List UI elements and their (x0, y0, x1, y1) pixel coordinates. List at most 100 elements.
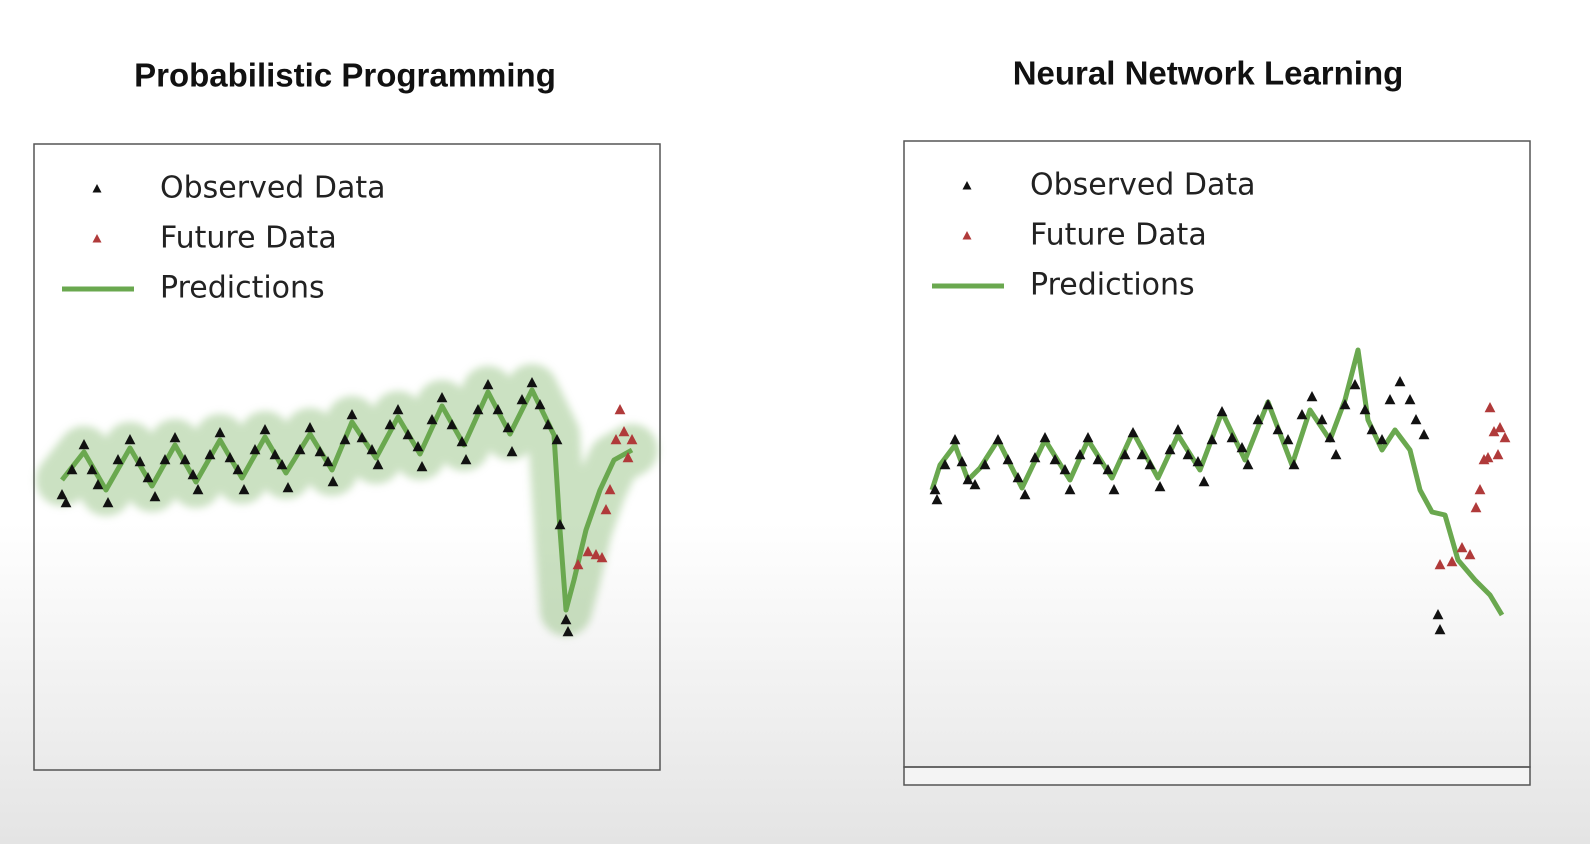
data-point (534, 399, 546, 410)
data-point (949, 434, 961, 445)
data-point (1059, 464, 1071, 475)
data-point (1499, 432, 1511, 443)
legend-label: Future Data (1030, 218, 1207, 253)
data-point (472, 404, 484, 415)
plot-frame (903, 140, 1531, 768)
data-point (1029, 452, 1041, 463)
legend-swatch (92, 184, 102, 193)
data-point (1226, 432, 1238, 443)
data-point (192, 484, 204, 495)
data-point (86, 464, 98, 475)
data-point (1172, 424, 1184, 435)
legend-swatch (92, 234, 102, 243)
data-point (1492, 449, 1504, 460)
prediction-line (60, 387, 634, 613)
chart-title: Probabilistic Programming (134, 57, 556, 94)
legend-swatch (962, 231, 972, 240)
data-point (214, 427, 226, 438)
data-point (372, 459, 384, 470)
data-point (1394, 376, 1406, 387)
data-point (562, 626, 574, 637)
data-point (159, 454, 171, 465)
data-point (626, 434, 638, 445)
data-point (384, 419, 396, 430)
data-point (1198, 476, 1210, 487)
data-point (346, 409, 358, 420)
frame-footer (903, 766, 1531, 786)
data-point (1349, 379, 1361, 390)
data-point (1376, 434, 1388, 445)
data-point (142, 472, 154, 483)
data-point (969, 479, 981, 490)
data-point (112, 454, 124, 465)
data-point (1019, 489, 1031, 500)
data-point (962, 474, 974, 485)
data-point (1252, 414, 1264, 425)
data-point (204, 449, 216, 460)
data-point (416, 461, 428, 472)
data-point (1082, 432, 1094, 443)
data-point (1182, 449, 1194, 460)
data-point (506, 446, 518, 457)
data-point (931, 494, 943, 505)
data-point (327, 476, 339, 487)
data-point (979, 459, 991, 470)
data-point (1012, 472, 1024, 483)
data-point (60, 497, 72, 508)
data-point (456, 436, 468, 447)
data-point (1359, 404, 1371, 415)
data-point (1464, 549, 1476, 560)
data-point (224, 452, 236, 463)
data-point (939, 459, 951, 470)
data-point (56, 489, 68, 500)
data-point (526, 377, 538, 388)
data-point (1206, 434, 1218, 445)
data-point (590, 549, 602, 560)
data-point (232, 464, 244, 475)
data-point (618, 426, 630, 437)
data-point (1102, 464, 1114, 475)
data-point (1262, 399, 1274, 410)
data-point (560, 614, 572, 625)
legend-swatch (962, 181, 972, 190)
data-point (596, 552, 608, 563)
data-point (572, 559, 584, 570)
data-point (446, 419, 458, 430)
data-point (1434, 559, 1446, 570)
data-point (169, 432, 181, 443)
data-point (66, 464, 78, 475)
data-point (554, 519, 566, 530)
data-point (1039, 432, 1051, 443)
data-point (622, 452, 634, 463)
data-point (1446, 556, 1458, 567)
data-point (1074, 449, 1086, 460)
legend-label: Predictions (160, 271, 325, 306)
data-point (1484, 402, 1496, 413)
chart-title: Neural Network Learning (1013, 55, 1404, 92)
data-point (1494, 422, 1506, 433)
data-point (356, 432, 368, 443)
data-point (1488, 426, 1500, 437)
data-point (294, 444, 306, 455)
legend-label: Predictions (1030, 268, 1195, 303)
data-point (322, 456, 334, 467)
plot: Observed Data Future Data Predictions (903, 140, 1531, 768)
data-point (412, 441, 424, 452)
data-point (604, 484, 616, 495)
data-point (1324, 432, 1336, 443)
data-point (1144, 459, 1156, 470)
data-point (1296, 409, 1308, 420)
data-point (238, 484, 250, 495)
data-point (78, 439, 90, 450)
data-point (1064, 484, 1076, 495)
legend-label: Future Data (160, 221, 337, 256)
prediction-line (929, 347, 1505, 617)
data-point (124, 434, 136, 445)
data-point (1136, 449, 1148, 460)
data-point (1092, 454, 1104, 465)
data-point (102, 497, 114, 508)
data-point (1330, 449, 1342, 460)
data-point (366, 444, 378, 455)
data-point (179, 454, 191, 465)
data-point (600, 504, 612, 515)
